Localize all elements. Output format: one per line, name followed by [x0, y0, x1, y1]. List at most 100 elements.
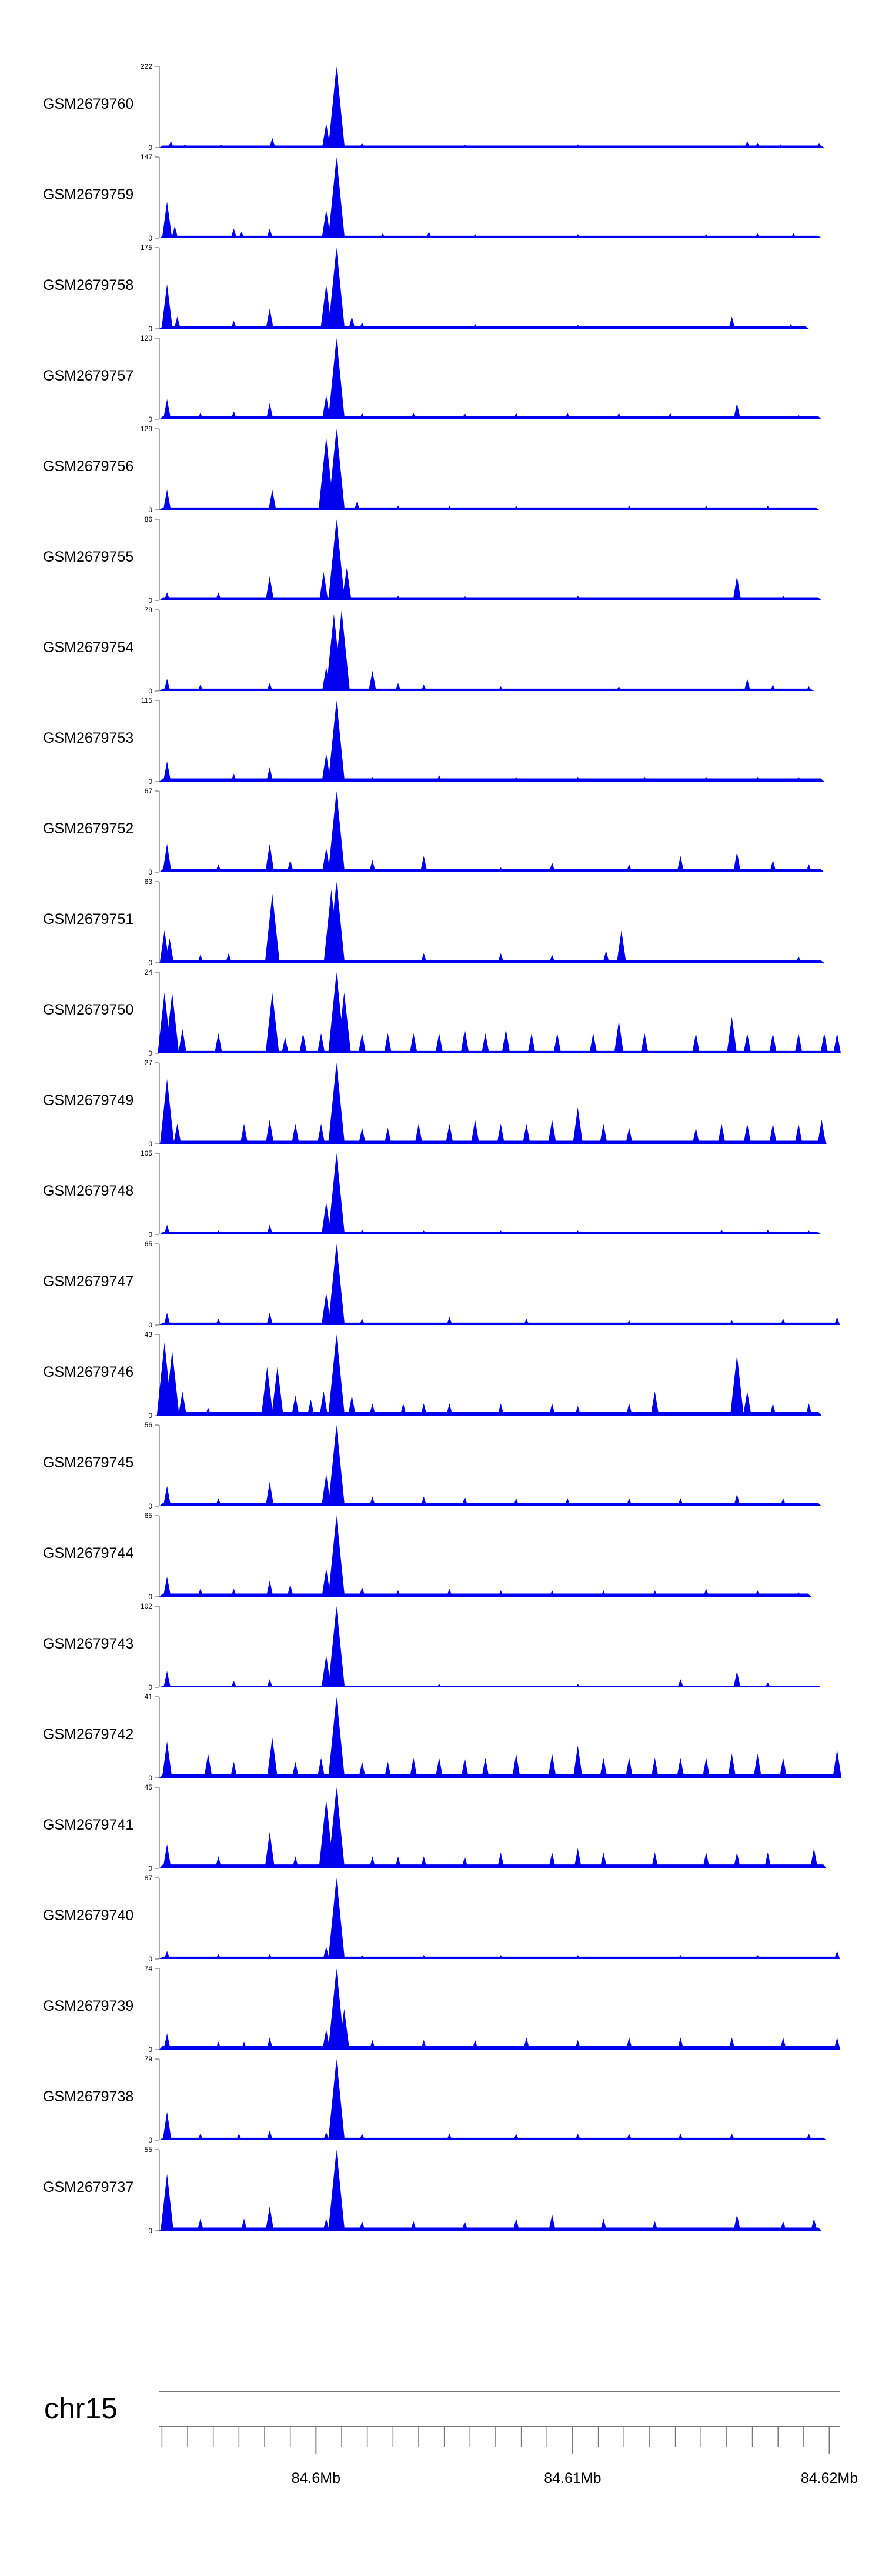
y-min-label: 0	[148, 1774, 152, 1782]
coverage-peak	[218, 144, 224, 148]
coverage-peak	[650, 1391, 659, 1416]
coverage-peak	[549, 1403, 556, 1416]
x-tick-label: 84.6Mb	[292, 2470, 340, 2487]
coverage-peak	[163, 679, 171, 691]
coverage-peak	[780, 595, 786, 600]
coverage-peak	[575, 595, 581, 600]
coverage-peak	[178, 1391, 187, 1416]
coverage-peak	[395, 1590, 401, 1597]
y-min-label: 0	[148, 2046, 152, 2054]
y-max-label: 147	[141, 153, 152, 161]
coverage-peak	[769, 1033, 777, 1053]
coverage-baseline	[159, 960, 824, 963]
y-max-label: 56	[145, 1421, 153, 1429]
chromosome-label: chr15	[44, 2392, 118, 2425]
coverage-peak	[163, 761, 171, 782]
coverage-baseline	[159, 1140, 827, 1144]
coverage-baseline	[159, 688, 814, 691]
coverage-peak	[369, 1856, 376, 1868]
coverage-peak	[328, 429, 345, 510]
coverage-peak	[780, 1498, 786, 1506]
track-GSM2679737: GSM2679737 55 0	[43, 2145, 822, 2235]
coverage-peak	[817, 1119, 826, 1144]
coverage-peak	[342, 568, 352, 600]
coverage-peak	[322, 1568, 331, 1597]
y-min-label: 0	[148, 2136, 152, 2144]
coverage-peak	[573, 1107, 583, 1144]
y-max-label: 55	[145, 2145, 153, 2154]
coverage-peak	[462, 412, 468, 419]
coverage-peak	[692, 1033, 700, 1053]
coverage-peak	[281, 1037, 289, 1053]
coverage-peak	[287, 1584, 294, 1597]
coverage-peak	[163, 489, 171, 510]
coverage-peak	[549, 2214, 556, 2231]
coverage-peak	[292, 1761, 299, 1778]
y-min-label: 0	[148, 1321, 152, 1329]
y-min-label: 0	[148, 687, 152, 695]
coverage-peak	[481, 1757, 489, 1778]
coverage-peak	[744, 679, 751, 691]
y-max-label: 43	[145, 1330, 153, 1339]
coverage-peak	[780, 2037, 787, 2050]
track-label: GSM2679749	[43, 1092, 133, 1109]
track-label: GSM2679752	[43, 820, 133, 837]
y-max-label: 41	[145, 1693, 153, 1701]
coverage-peak	[497, 1403, 505, 1416]
coverage-peak	[834, 1951, 840, 1959]
coverage-peak	[197, 955, 203, 963]
track-GSM2679750: GSM2679750 24 0	[43, 968, 841, 1057]
coverage-peak	[677, 1498, 684, 1506]
coverage-peak	[548, 1119, 557, 1144]
coverage-peak	[472, 2040, 479, 2050]
track-GSM2679741: GSM2679741 45 0	[43, 1783, 827, 1873]
coverage-peak	[779, 1757, 787, 1778]
coverage-baseline	[159, 1686, 822, 1687]
coverage-peak	[810, 2218, 817, 2231]
coverage-peak	[354, 502, 360, 510]
coverage-peak	[733, 403, 741, 419]
track-label: GSM2679750	[43, 1002, 133, 1018]
coverage-peak	[215, 1954, 222, 1959]
coverage-peak	[770, 684, 776, 691]
coverage-peak	[497, 1852, 505, 1868]
track-GSM2679746: GSM2679746 43 0	[43, 1330, 822, 1420]
coverage-peak	[174, 316, 181, 329]
coverage-peak	[173, 1123, 182, 1144]
coverage-peak	[481, 1033, 489, 1053]
coverage-peak	[626, 2037, 633, 2050]
coverage-peak	[446, 2133, 453, 2140]
coverage-peak	[236, 2133, 242, 2140]
coverage-peak	[215, 1498, 222, 1506]
coverage-peak	[435, 1033, 443, 1053]
track-GSM2679756: GSM2679756 129 0	[43, 425, 820, 514]
coverage-peak	[265, 843, 275, 872]
y-min-label: 0	[148, 1955, 152, 1963]
coverage-peak	[163, 1844, 172, 1868]
coverage-peak	[833, 1749, 842, 1778]
coverage-peak	[214, 1033, 222, 1053]
coverage-peak	[764, 1852, 771, 1868]
coverage-peak	[328, 1244, 345, 1325]
y-max-label: 102	[141, 1602, 152, 1610]
coverage-peak	[409, 1757, 417, 1778]
coverage-peak	[163, 1224, 171, 1234]
y-min-label: 0	[148, 1140, 152, 1148]
coverage-peak	[339, 2009, 350, 2050]
y-min-label: 0	[148, 596, 152, 605]
track-GSM2679744: GSM2679744 65 0	[43, 1511, 811, 1601]
coverage-baseline	[159, 2137, 827, 2140]
coverage-peak	[225, 953, 232, 963]
coverage-peak	[323, 2218, 330, 2231]
y-min-label: 0	[148, 506, 152, 514]
coverage-baseline	[159, 145, 824, 148]
track-GSM2679751: GSM2679751 63 0	[43, 877, 824, 967]
y-min-label: 0	[148, 1864, 152, 1873]
track-label: GSM2679756	[43, 458, 133, 475]
track-label: GSM2679753	[43, 730, 133, 746]
coverage-peak	[462, 144, 467, 148]
coverage-peak	[319, 572, 328, 600]
coverage-peak	[796, 776, 801, 782]
coverage-peak	[600, 1852, 607, 1868]
coverage-peak	[415, 1123, 423, 1144]
